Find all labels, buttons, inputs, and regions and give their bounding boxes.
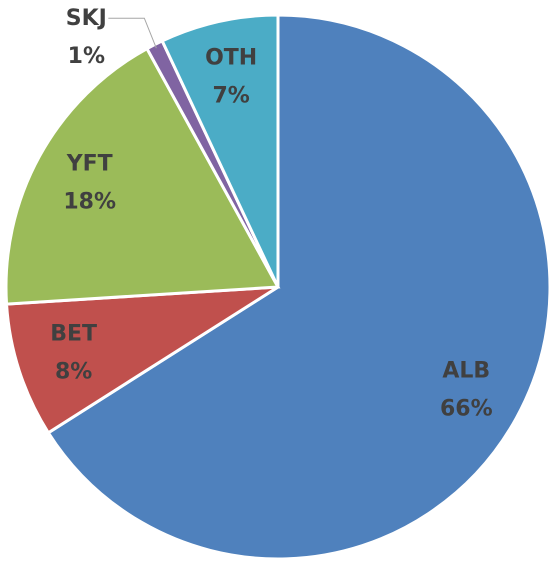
value-label: 18% — [63, 189, 116, 214]
slice-label: OTH — [205, 45, 257, 70]
pie-slice — [4, 285, 279, 435]
value-label: 7% — [212, 83, 249, 108]
slice-label: BET — [50, 321, 97, 346]
slice-label: YFT — [66, 151, 113, 176]
leader-line — [108, 17, 157, 49]
pie-slice — [46, 13, 550, 561]
slice-label: ALB — [442, 359, 490, 384]
pie-slice — [4, 46, 281, 306]
slice-label: SKJ — [66, 6, 107, 31]
pie-slice — [160, 13, 280, 288]
value-label: 1% — [68, 44, 105, 69]
value-label: 8% — [55, 359, 92, 384]
value-label: 66% — [440, 397, 493, 422]
